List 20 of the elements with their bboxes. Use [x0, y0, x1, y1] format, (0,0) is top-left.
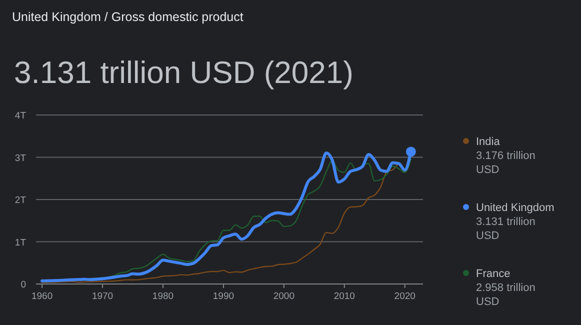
x-tick-label: 1990: [212, 291, 234, 302]
y-tick-label: 1T: [14, 237, 26, 248]
legend-label: United Kingdom: [476, 202, 554, 214]
text: 3.131 trillion USD: [476, 216, 536, 242]
y-tick-label: 0: [20, 280, 26, 290]
x-tick-label: 1980: [152, 291, 174, 302]
chart-title: 3.131 trillion USD (2021): [14, 55, 354, 90]
legend-label: France: [476, 268, 510, 280]
x-tick-label: 2000: [273, 291, 294, 302]
chart-subtitle: United Kingdom / Gross domestic product: [12, 10, 244, 24]
legend-label: India: [476, 136, 501, 148]
text: 3.176 trillion USD: [476, 150, 536, 176]
y-tick-label: 4T: [14, 110, 26, 122]
text: 2.958 trillion USD: [476, 282, 536, 308]
x-tick-label: 2020: [394, 291, 416, 302]
x-tick-label: 1970: [92, 291, 114, 302]
y-tick-label: 3T: [14, 152, 26, 164]
y-tick-label: 2T: [14, 195, 26, 206]
x-tick-label: 2010: [334, 291, 355, 302]
x-tick-label: 1960: [31, 291, 53, 302]
